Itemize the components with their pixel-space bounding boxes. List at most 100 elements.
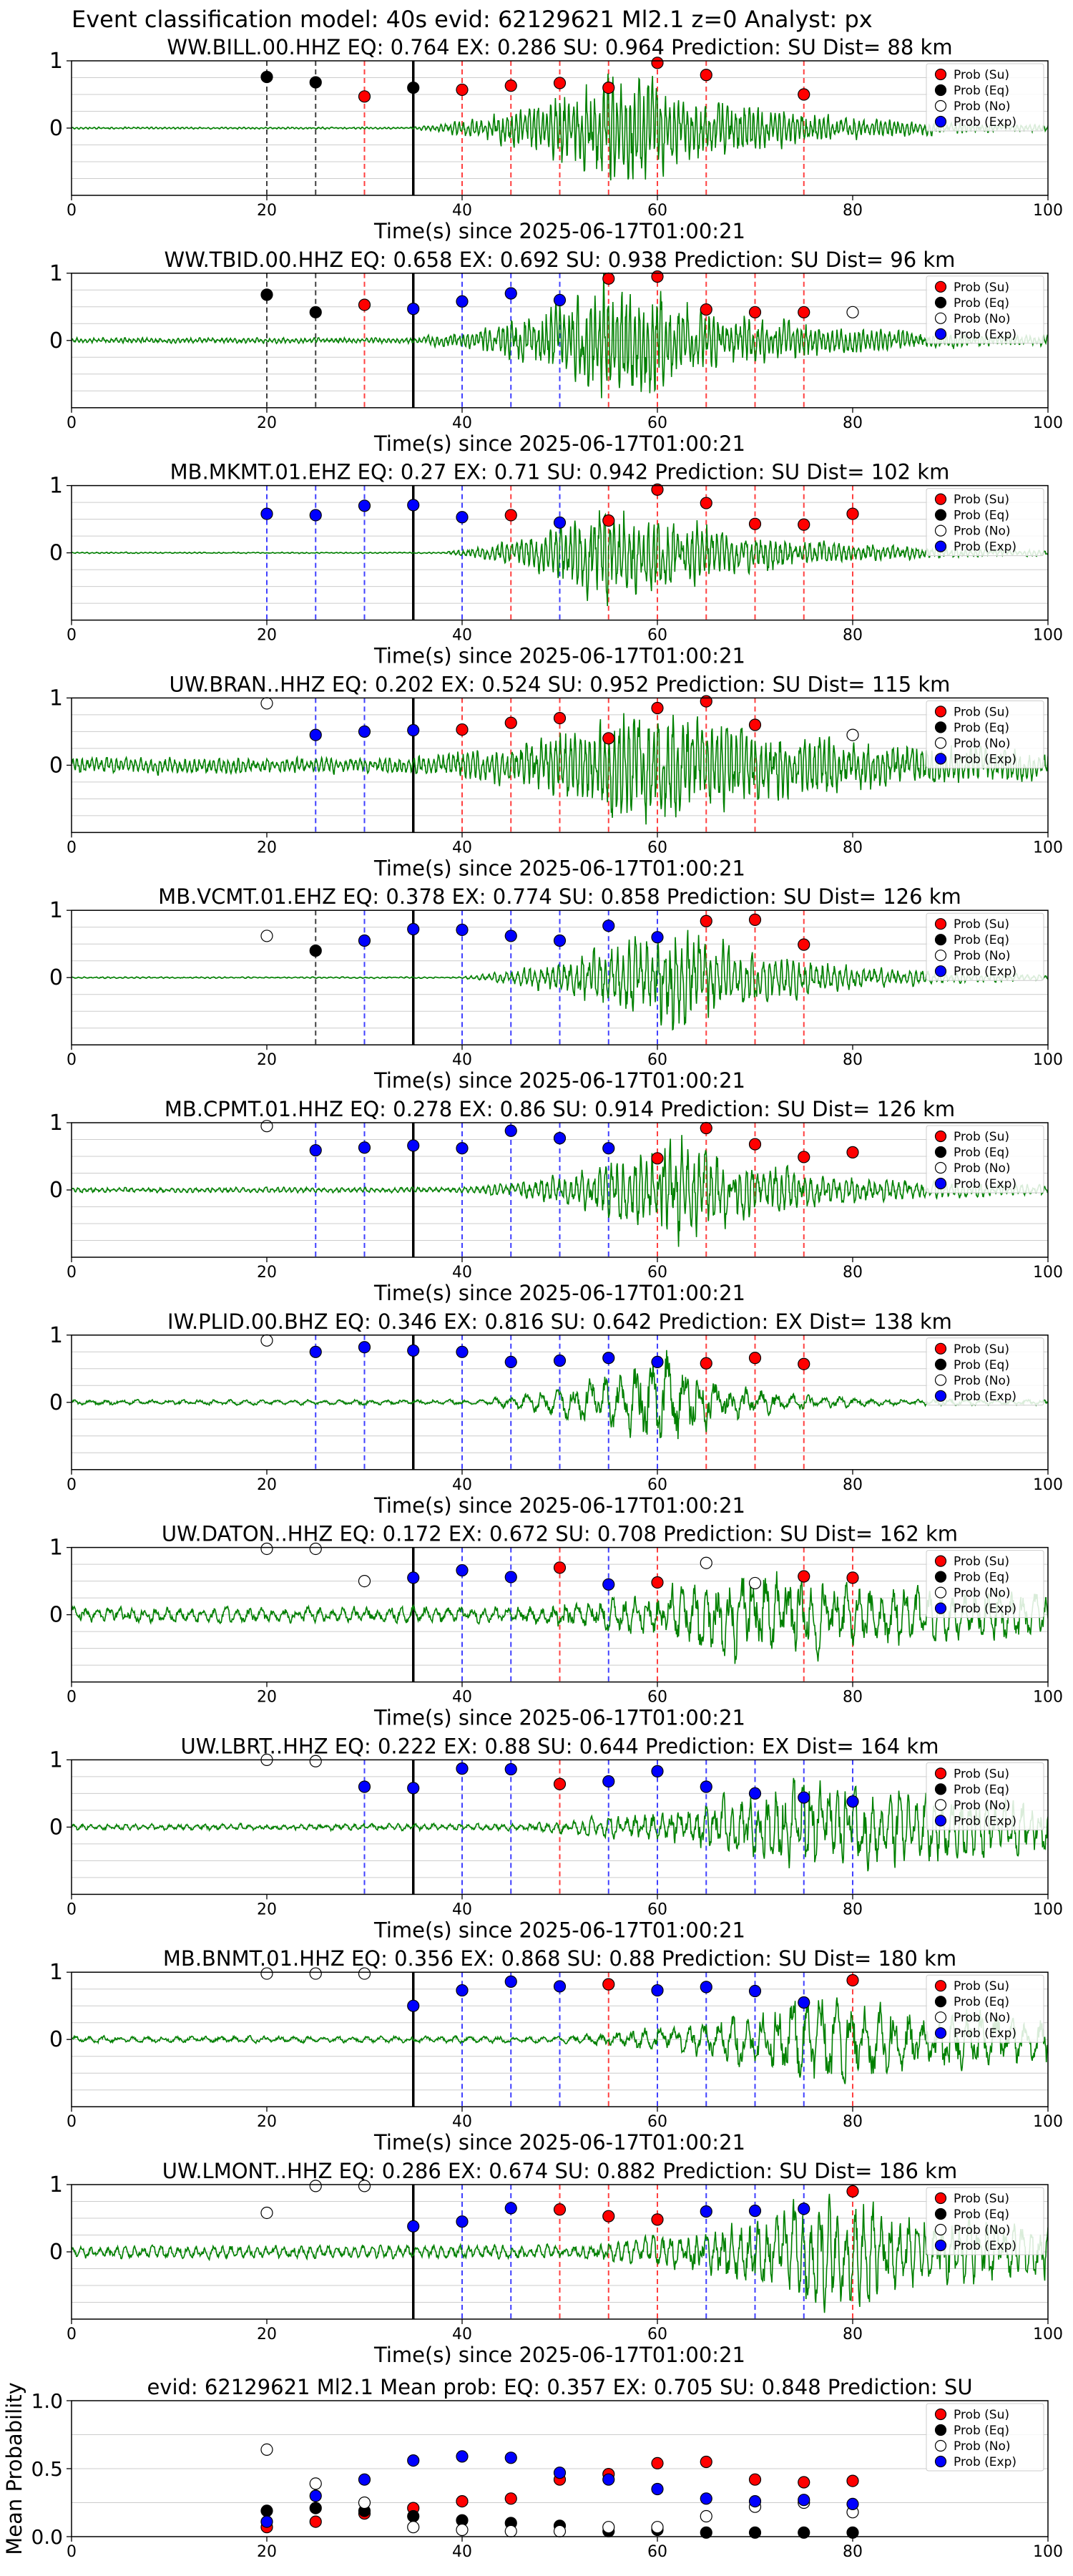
legend-label: Prob (Su) — [954, 1555, 1009, 1569]
prob-point-su — [651, 57, 664, 69]
panel-title: MB.BNMT.01.HHZ EQ: 0.356 EX: 0.868 SU: 0… — [163, 1946, 956, 1971]
prob-point-su — [651, 1152, 664, 1165]
legend-label: Prob (Su) — [954, 493, 1009, 507]
legend-marker-no — [934, 2439, 947, 2452]
prob-point-exp — [553, 293, 567, 306]
prob-point-exp — [748, 1787, 762, 1800]
x-tick-label: 0 — [67, 2543, 77, 2561]
legend-label: Prob (Exp) — [954, 1814, 1016, 1828]
panel-1: WW.TBID.00.HHZ EQ: 0.658 EX: 0.692 SU: 0… — [49, 248, 1063, 456]
prob-point-su — [602, 2210, 615, 2223]
y-tick-label: 1 — [49, 686, 63, 711]
prob-point-exp — [456, 295, 469, 308]
prob-point-exp — [309, 509, 322, 522]
prob-point-su — [798, 1570, 810, 1583]
legend-marker-no — [934, 525, 947, 537]
prob-point-exp — [456, 1984, 469, 1997]
prob-point-no — [309, 1542, 322, 1556]
x-tick-label: 100 — [1033, 839, 1063, 857]
prob-point-su — [846, 2185, 859, 2197]
legend-label: Prob (No) — [954, 736, 1011, 751]
prob-point-exp — [504, 2202, 517, 2215]
x-tick-label: 0 — [67, 1901, 77, 1918]
prob-point-no — [260, 930, 273, 942]
prob-point-su — [798, 88, 810, 101]
x-tick-label: 100 — [1033, 2326, 1063, 2343]
legend-label: Prob (Eq) — [954, 1358, 1009, 1372]
legend-marker-su — [934, 918, 947, 930]
y-tick-label: 0 — [49, 1178, 63, 1203]
mean-point-no — [309, 2477, 322, 2490]
prob-point-su — [700, 1121, 712, 1135]
x-tick-label: 60 — [647, 202, 667, 220]
plot-area — [72, 1972, 1048, 2107]
x-tick-label: 20 — [257, 1689, 277, 1707]
y-tick-label: 0 — [49, 1390, 63, 1415]
mean-point-su — [309, 2515, 322, 2528]
x-tick-label: 0 — [67, 2326, 77, 2343]
legend-marker-no — [934, 2223, 947, 2236]
panel-5: MB.CPMT.01.HHZ EQ: 0.278 EX: 0.86 SU: 0.… — [49, 1097, 1063, 1305]
mean-point-exp — [553, 2467, 567, 2479]
prob-point-exp — [407, 723, 420, 737]
mean-point-eq — [407, 2509, 420, 2523]
legend-label: Prob (Su) — [954, 705, 1009, 719]
legend-label: Prob (Exp) — [954, 2455, 1016, 2469]
plot-area — [72, 2185, 1048, 2319]
legend-label: Prob (Su) — [954, 1767, 1009, 1781]
legend-label: Prob (No) — [954, 2223, 1011, 2238]
legend-marker-su — [934, 1130, 947, 1143]
panel-9: MB.BNMT.01.HHZ EQ: 0.356 EX: 0.868 SU: 0… — [49, 1946, 1063, 2155]
prob-point-su — [651, 1576, 664, 1589]
mean-point-eq — [309, 2502, 322, 2514]
x-tick-label: 40 — [452, 1901, 472, 1918]
prob-point-su — [553, 2203, 567, 2216]
panel-title: UW.LBRT..HHZ EQ: 0.222 EX: 0.88 SU: 0.64… — [181, 1734, 939, 1758]
legend-marker-eq — [934, 509, 947, 521]
x-tick-label: 80 — [843, 2113, 863, 2131]
y-tick-label: 1 — [49, 1111, 63, 1136]
panel-6: IW.PLID.00.BHZ EQ: 0.346 EX: 0.816 SU: 0… — [49, 1309, 1063, 1518]
prob-point-exp — [700, 1981, 712, 1994]
prob-point-exp — [456, 2215, 469, 2228]
x-tick-label: 100 — [1033, 414, 1063, 432]
prob-point-exp — [798, 2202, 810, 2215]
prob-point-su — [358, 298, 371, 311]
prob-point-exp — [700, 2205, 712, 2218]
prob-point-exp — [407, 1782, 420, 1795]
legend-label: Prob (Exp) — [954, 1177, 1016, 1191]
panel-title: IW.PLID.00.BHZ EQ: 0.346 EX: 0.816 SU: 0… — [167, 1309, 952, 1334]
y-tick-label: 1 — [49, 1536, 63, 1561]
prob-point-exp — [407, 1999, 420, 2012]
plot-area — [72, 910, 1048, 1045]
prob-point-su — [456, 723, 469, 736]
y-tick-label: 0 — [49, 328, 63, 353]
mean-point-eq — [700, 2526, 712, 2539]
prob-point-su — [748, 517, 762, 530]
prob-point-exp — [700, 1780, 712, 1793]
x-tick-label: 80 — [843, 1051, 863, 1069]
prob-point-su — [504, 79, 517, 92]
mean-point-eq — [748, 2526, 762, 2539]
prob-point-exp — [798, 1996, 810, 2009]
legend-label: Prob (Su) — [954, 280, 1009, 295]
x-tick-label: 60 — [647, 1476, 667, 1494]
prob-point-exp — [504, 1571, 517, 1584]
prob-point-su — [602, 732, 615, 745]
prob-point-exp — [407, 1571, 420, 1584]
legend-box — [926, 275, 1044, 344]
x-tick-label: 20 — [257, 1051, 277, 1069]
prob-point-su — [798, 938, 810, 951]
legend-marker-exp — [934, 540, 947, 552]
legend-label: Prob (Eq) — [954, 1146, 1009, 1160]
prob-point-su — [553, 1561, 567, 1574]
prob-point-exp — [407, 1139, 420, 1152]
legend-label: Prob (Exp) — [954, 1602, 1016, 1616]
mean-point-no — [651, 2521, 664, 2534]
x-tick-label: 40 — [452, 2326, 472, 2343]
legend-marker-no — [934, 1161, 947, 1174]
prob-point-exp — [456, 511, 469, 524]
legend-label: Prob (Eq) — [954, 296, 1009, 311]
x-tick-label: 20 — [257, 839, 277, 857]
legend-label: Prob (Exp) — [954, 752, 1016, 766]
